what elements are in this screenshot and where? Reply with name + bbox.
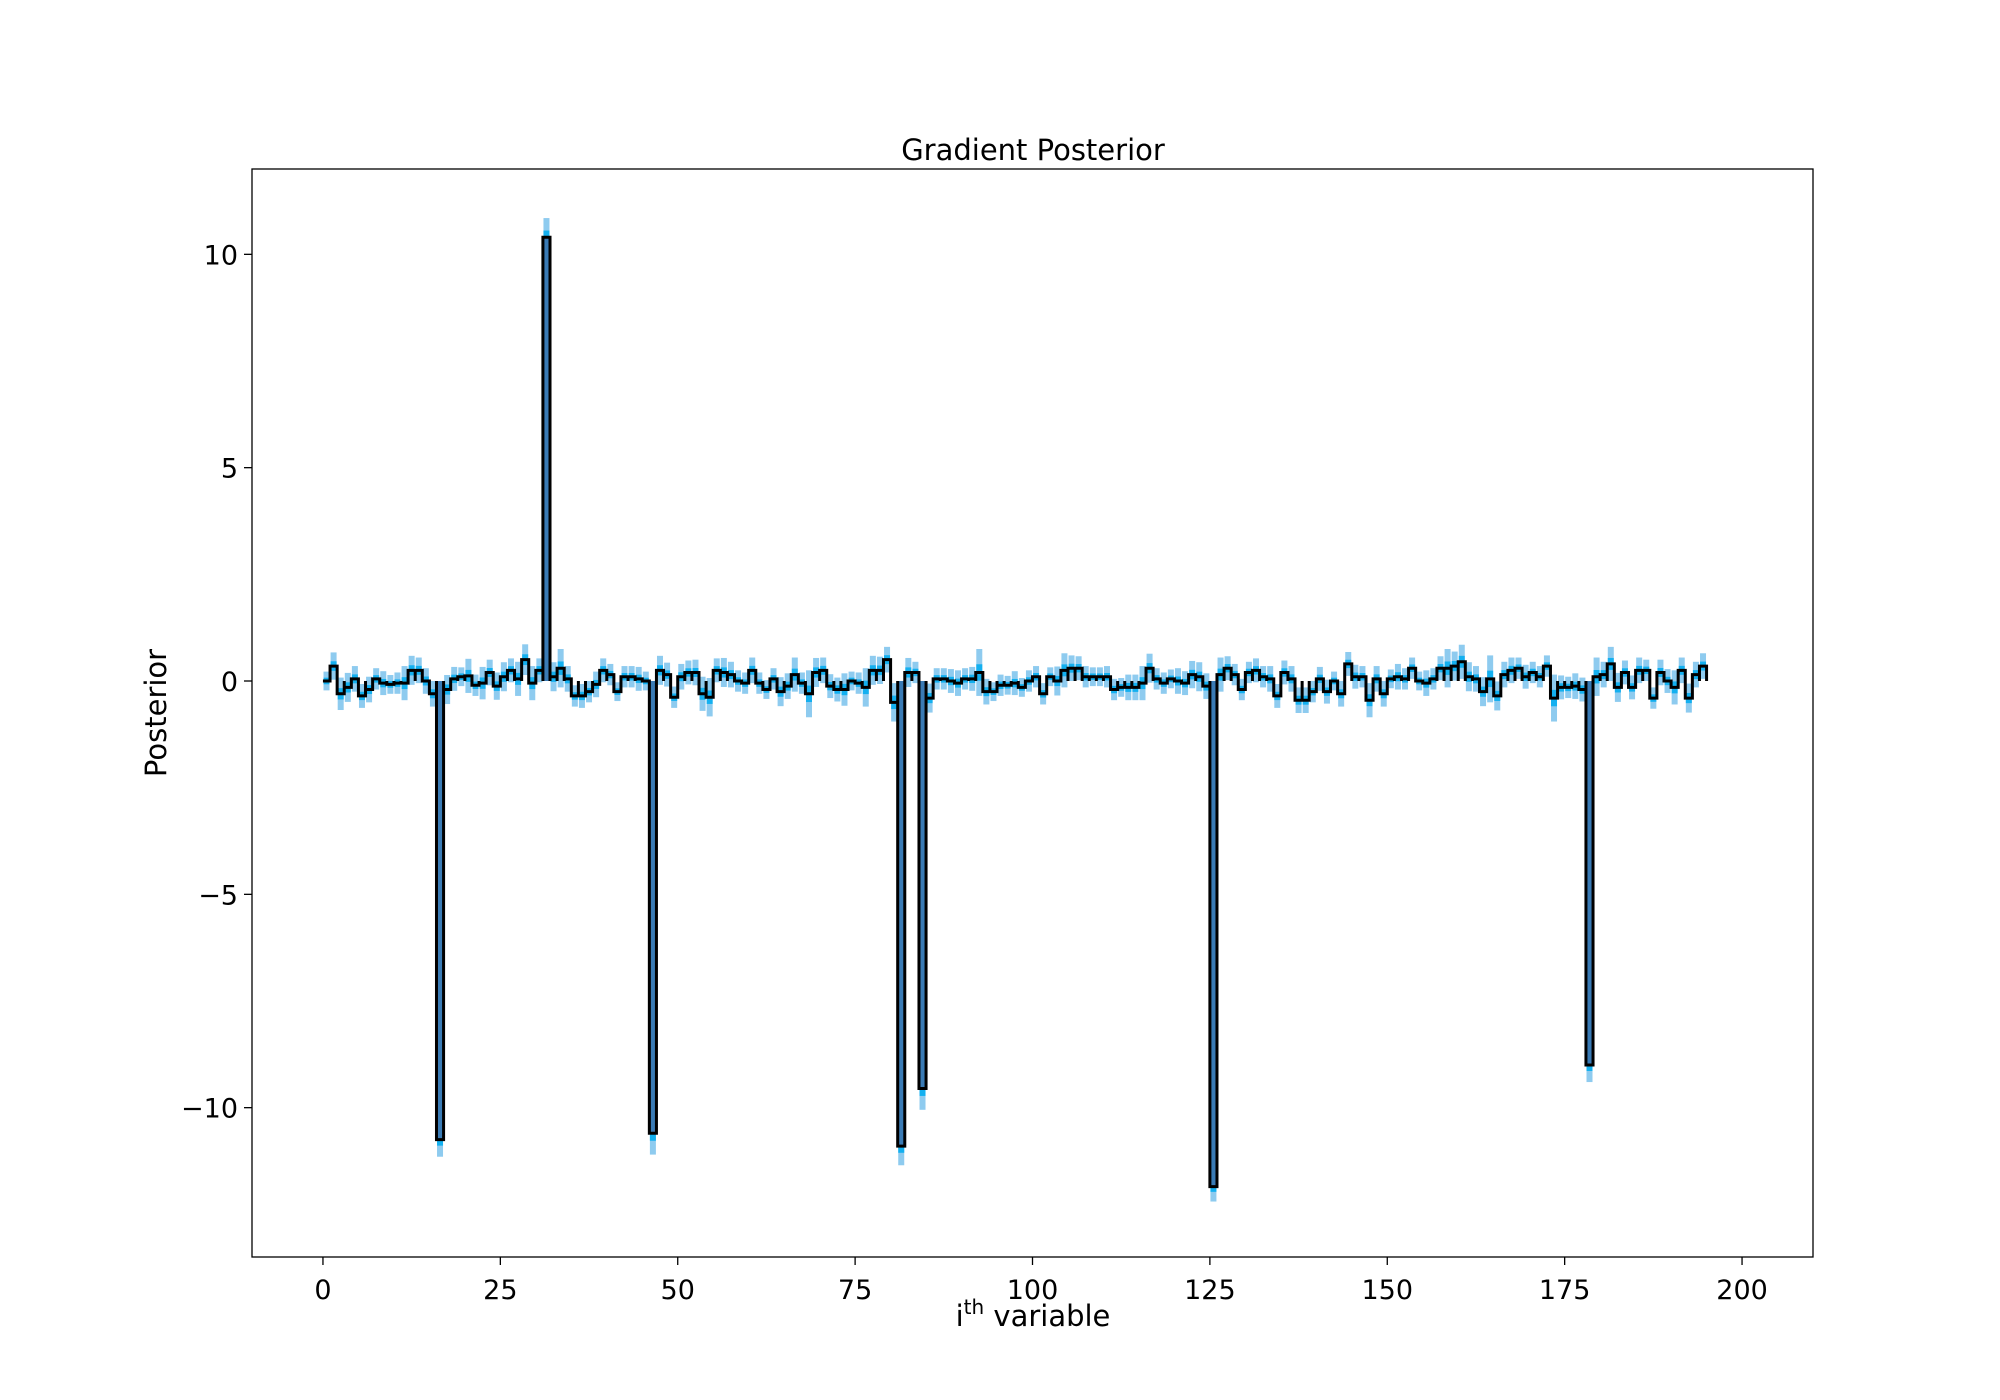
x-axis-label: ith variable — [956, 1295, 1111, 1333]
x-tick-label: 25 — [483, 1275, 517, 1306]
x-tick-label: 100 — [1007, 1275, 1059, 1306]
bar — [542, 237, 551, 681]
bar — [1585, 681, 1594, 1065]
bar — [1209, 681, 1217, 1187]
bars — [436, 237, 1594, 1187]
x-tick-label: 0 — [314, 1275, 331, 1306]
x-axis-ticks: 0 25 50 75 100 125 150 175 200 — [314, 1257, 1768, 1306]
bar — [436, 681, 444, 1140]
x-tick-label: 175 — [1539, 1275, 1591, 1306]
bar — [897, 681, 905, 1147]
plot-area — [322, 218, 1709, 1202]
y-tick-label: 5 — [221, 454, 238, 485]
bar — [918, 681, 927, 1089]
x-axis-label-rest: variable — [984, 1299, 1110, 1333]
chart-title: Gradient Posterior — [901, 133, 1165, 167]
posterior-step-line — [322, 235, 1709, 1189]
x-tick-label: 125 — [1184, 1275, 1236, 1306]
y-tick-label: −10 — [181, 1094, 238, 1125]
y-tick-label: 0 — [221, 667, 238, 698]
y-tick-label: 10 — [204, 240, 238, 271]
x-tick-label: 75 — [838, 1275, 872, 1306]
x-tick-label: 50 — [661, 1275, 695, 1306]
y-axis-ticks: −10 −5 0 5 10 — [181, 240, 252, 1125]
y-tick-label: −5 — [198, 880, 238, 911]
x-tick-label: 200 — [1716, 1275, 1768, 1306]
x-axis-label-superscript: th — [964, 1295, 985, 1319]
step-outline — [322, 235, 1709, 1189]
bar — [649, 681, 657, 1134]
x-axis-label-main: i — [956, 1299, 964, 1333]
x-tick-label: 150 — [1361, 1275, 1413, 1306]
y-axis-label: Posterior — [139, 649, 173, 777]
